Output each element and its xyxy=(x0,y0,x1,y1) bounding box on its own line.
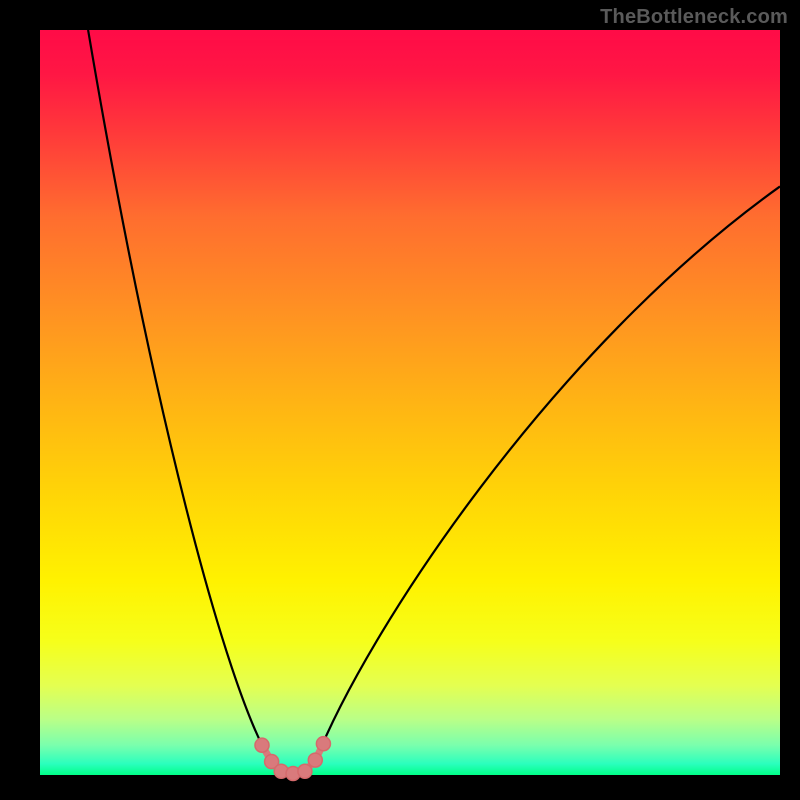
watermark-label: TheBottleneck.com xyxy=(600,6,788,29)
bottleneck-curve-chart xyxy=(0,0,800,800)
plot-background xyxy=(40,30,780,775)
trough-marker xyxy=(308,753,322,767)
trough-marker xyxy=(298,764,312,778)
trough-marker xyxy=(316,737,330,751)
bottleneck-chart-container: TheBottleneck.com xyxy=(0,0,800,800)
trough-marker xyxy=(255,738,269,752)
